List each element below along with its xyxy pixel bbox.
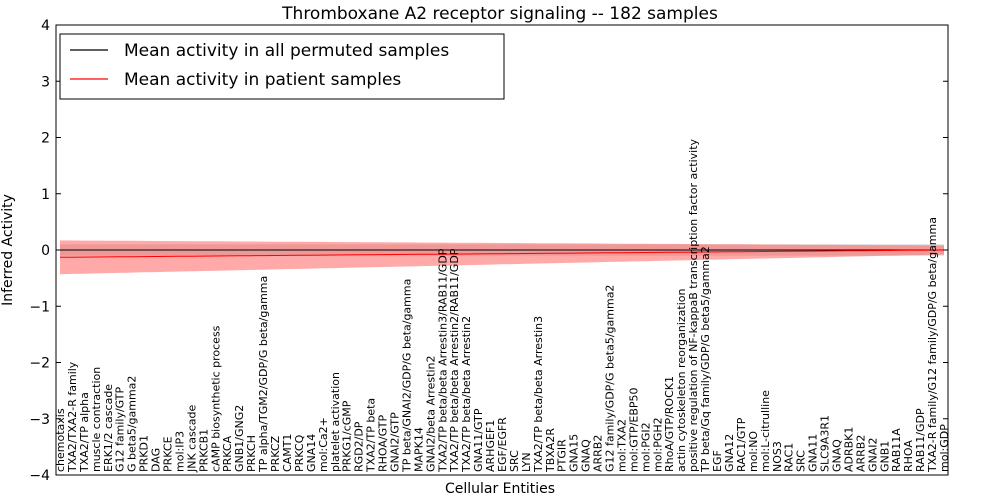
category-tick-label: ADRBK1 xyxy=(842,427,855,472)
category-tick-label: mol:L-citrulline xyxy=(759,390,772,472)
category-tick-label: ARHGEF1 xyxy=(484,420,497,472)
category-tick-label: chemotaxis xyxy=(54,408,67,472)
category-tick-label: SLC9A3R1 xyxy=(819,415,832,472)
category-tick-label: GNA11 xyxy=(807,434,820,472)
category-tick-label: ARRB2 xyxy=(592,435,605,472)
category-tick-label: RAC1/GTP xyxy=(735,417,748,472)
category-tick-label: RAB11A xyxy=(890,428,903,472)
category-tick-label: GNA11/GTP xyxy=(472,408,485,472)
x-axis-label: Cellular Entities xyxy=(445,481,555,497)
category-tick-label: mol:IP3 xyxy=(174,431,187,472)
category-tick-label: GNAI2 xyxy=(866,437,879,472)
y-tick-label: −3 xyxy=(29,412,50,428)
y-tick-label: 2 xyxy=(41,131,50,147)
legend-label-permuted: Mean activity in all permuted samples xyxy=(124,41,449,61)
category-tick-label: GNAI2/beta Arrestin2 xyxy=(424,356,437,473)
category-tick-label: RHOA xyxy=(902,440,915,472)
category-tick-label: TP alpha/TGM2/GDP/G beta/gamma xyxy=(257,276,270,473)
category-tick-label: mol:GTP/EBP50 xyxy=(627,387,640,472)
category-tick-label: PRKD1 xyxy=(138,435,151,472)
category-tick-label: GNA15 xyxy=(568,434,581,472)
category-tick-label: PRKCZ xyxy=(269,435,282,472)
category-tick-label: TXA2/TXA2-R family xyxy=(66,361,79,473)
category-tick-label: TBXA2R xyxy=(544,428,557,473)
category-tick-label: RGD2/DP xyxy=(353,421,366,472)
category-tick-label: SRC xyxy=(795,450,808,472)
category-tick-label: TXA2/TP beta/beta Arrestin3/RAB11/GDP xyxy=(436,248,449,473)
category-tick-label: PRKCH xyxy=(245,435,258,472)
category-tick-label: TP beta/Gq family/GDP/G beta5/gamma2 xyxy=(699,246,712,473)
legend-box xyxy=(59,33,505,100)
category-tick-label: TXA2/TP beta/beta Arrestin2 xyxy=(460,316,473,473)
category-tick-label: MAPK14 xyxy=(412,427,425,472)
category-tick-label: GNA14 xyxy=(305,434,318,472)
y-axis-label: Inferred Activity xyxy=(0,194,16,306)
category-tick-label: G beta5/gamma2 xyxy=(126,376,139,472)
category-tick-label: PRKCB1 xyxy=(197,429,210,472)
category-tick-label: TXA2/TP beta/beta Arrestin3 xyxy=(532,316,545,473)
category-tick-label: mol:PGH2 xyxy=(651,417,664,472)
category-tick-label: PRKCQ xyxy=(293,434,306,472)
category-tick-label: PRKCE xyxy=(162,436,175,472)
patient-confidence-band xyxy=(60,240,944,275)
category-tick-label: EGF xyxy=(711,450,724,472)
category-tick-label: mol:Ca2+ xyxy=(317,417,330,472)
y-tick-label: −1 xyxy=(29,299,50,315)
category-tick-label: mol:PGI2 xyxy=(639,422,652,472)
category-tick-label: PTGIR xyxy=(556,439,569,472)
category-tick-label: EGF/EGFR xyxy=(496,417,509,472)
y-tick-label: −4 xyxy=(29,468,50,484)
category-tick-label: TXA2/TP alpha xyxy=(78,392,91,473)
category-tick-label: DAG xyxy=(150,448,163,472)
category-tick-label: GNAQ xyxy=(580,439,593,472)
category-tick-label: ARRB2 xyxy=(854,435,867,472)
category-tick-label: G12 family/GTP xyxy=(114,386,127,472)
category-tick-label: mol:GDP xyxy=(938,424,951,472)
category-tick-label: RAB11/GDP xyxy=(914,408,927,472)
category-tick-label: GNAI2/GTP xyxy=(389,412,402,472)
category-tick-label: PRKCA xyxy=(221,435,234,472)
legend-label-patient: Mean activity in patient samples xyxy=(124,70,401,90)
category-tick-label: TP beta/GNAI2/GDP/G beta/gamma xyxy=(400,279,413,473)
y-tick-label: 0 xyxy=(41,243,50,259)
category-tick-label: GNA12 xyxy=(723,434,736,472)
y-tick-label: 4 xyxy=(41,18,50,34)
category-tick-label: mol:TXA2 xyxy=(616,419,629,472)
category-tick-label: actin cytoskeleton reorganization xyxy=(675,288,688,472)
patient-mean-line xyxy=(59,249,945,258)
chart-title: Thromboxane A2 receptor signaling -- 182… xyxy=(281,4,718,24)
category-tick-label: TXA2/TP beta/beta Arrestin2/RAB11/GDP xyxy=(448,248,461,473)
category-tick-label: cAMP biosynthetic process xyxy=(209,325,222,472)
y-tick-label: 3 xyxy=(41,74,50,90)
category-tick-label: platelet activation xyxy=(329,372,342,472)
category-tick-label: G12 family/GDP/G beta5/gamma2 xyxy=(604,285,617,472)
y-tick-label: −2 xyxy=(29,356,50,372)
category-tick-label: positive regulation of NF-kappaB transcr… xyxy=(687,138,700,472)
y-tick-label: 1 xyxy=(41,187,50,203)
category-tick-label: PRKG1/cGMP xyxy=(341,400,354,472)
category-tick-label: TXA2-R family/G12 family/GDP/G beta/gamm… xyxy=(926,217,939,473)
category-tick-label: GNB1 xyxy=(878,441,891,472)
category-tick-label: SRC xyxy=(508,450,521,472)
category-tick-label: RhoA/GTP/ROCK1 xyxy=(663,376,676,472)
category-tick-label: GNAQ xyxy=(831,439,844,472)
category-tick-label: NOS3 xyxy=(771,441,784,472)
category-tick-label: CAMT1 xyxy=(281,434,294,472)
category-tick-label: RAC1 xyxy=(783,443,796,472)
category-tick-label: TXA2/TP beta xyxy=(365,398,378,473)
category-tick-label: muscle contraction xyxy=(90,367,103,472)
category-tick-label: JNK cascade xyxy=(185,405,198,473)
category-tick-label: ERK1/2 cascade xyxy=(102,384,115,472)
category-tick-label: LYN xyxy=(520,452,533,472)
category-tick-label: GNB1/GNG2 xyxy=(233,405,246,472)
category-tick-label: RHOA/GTP xyxy=(377,415,390,472)
category-tick-label: mol:NO xyxy=(747,431,760,472)
